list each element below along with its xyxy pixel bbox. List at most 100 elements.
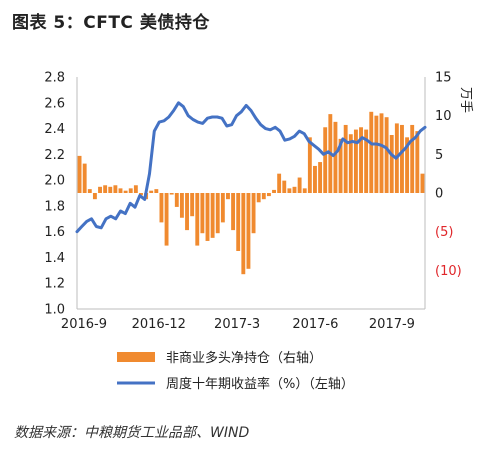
bar: [205, 193, 210, 241]
left-tick-label: 2.4: [44, 122, 65, 137]
bar: [333, 121, 338, 193]
bar: [103, 185, 108, 193]
bar: [343, 124, 348, 193]
left-axis-ticks: 1.0 1.2 1.4 1.6 1.8 2.0 2.2 2.4 2.6 2.8: [44, 71, 65, 318]
right-axis-title: 万手: [458, 87, 473, 113]
bar: [415, 131, 420, 193]
bar: [323, 127, 328, 193]
x-tick-label: 2017-6: [292, 317, 338, 332]
bar: [195, 193, 200, 246]
bar: [231, 193, 236, 231]
source-note: 数据来源：中粮期货工业品部、WIND: [14, 425, 250, 441]
right-axis-ticks: 15 10 5 0 (5) (10): [435, 71, 462, 279]
bar: [123, 190, 128, 193]
x-axis-ticks: 2016-9 2016-12 2017-3 2017-6 2017-9: [61, 317, 415, 332]
bar: [266, 193, 271, 197]
bar: [353, 129, 358, 193]
bar: [82, 163, 87, 193]
bar: [379, 113, 384, 193]
bar: [410, 124, 415, 193]
bar: [420, 173, 425, 193]
bar: [200, 193, 205, 234]
bar: [98, 186, 102, 193]
line-series: [75, 101, 427, 234]
bar: [256, 193, 261, 203]
left-tick-label: 1.8: [44, 199, 65, 214]
bar: [174, 193, 179, 207]
x-tick-label: 2017-3: [214, 317, 260, 332]
bar: [292, 186, 297, 193]
bar: [159, 193, 164, 223]
bar: [251, 193, 256, 234]
right-tick-label: 10: [435, 109, 452, 124]
plot-frame: [76, 77, 426, 310]
bar: [108, 186, 113, 193]
bar: [359, 127, 363, 193]
legend-line-label: 周度十年期收益率（%）（左轴）: [166, 376, 354, 392]
left-tick-label: 2.8: [44, 71, 65, 86]
figure-title: 图表 5：CFTC 美债持仓: [12, 13, 210, 33]
bar: [169, 193, 174, 195]
left-tick-label: 1.6: [44, 225, 65, 240]
bar: [261, 193, 266, 200]
bar: [128, 188, 133, 193]
bar: [313, 165, 317, 193]
legend-bar-label: 非商业多头净持仓（右轴）: [166, 350, 322, 366]
bar: [133, 185, 138, 193]
right-tick-label: 5: [435, 148, 443, 163]
bar: [113, 185, 118, 193]
bar: [384, 117, 389, 193]
bar: [272, 189, 276, 193]
left-tick-label: 2.0: [44, 174, 65, 189]
bar: [77, 155, 82, 193]
legend: 非商业多头净持仓（右轴） 周度十年期收益率（%）（左轴）: [117, 350, 354, 392]
bar: [139, 193, 143, 196]
bar: [215, 193, 220, 234]
bar: [400, 124, 404, 193]
bar-series: [77, 111, 425, 275]
bar: [246, 193, 251, 269]
right-tick-label: (10): [435, 264, 462, 279]
bar: [282, 180, 287, 193]
right-tick-label: (5): [435, 225, 453, 240]
bar: [149, 190, 154, 193]
bar: [92, 193, 97, 200]
bar: [164, 193, 169, 246]
left-tick-label: 2.6: [44, 96, 65, 111]
bar: [190, 193, 195, 217]
left-tick-label: 2.2: [44, 148, 65, 163]
bar: [277, 173, 282, 193]
left-tick-label: 1.2: [44, 277, 65, 292]
bar: [87, 189, 92, 193]
bar: [338, 138, 343, 193]
right-axis-label: 万手: [458, 87, 473, 113]
bar: [364, 129, 369, 193]
bar: [369, 111, 374, 193]
bar: [179, 193, 184, 218]
bar: [374, 115, 379, 193]
bar: [185, 193, 189, 231]
bar: [287, 188, 292, 193]
bar: [405, 137, 410, 193]
bar: [226, 193, 230, 200]
right-tick-label: 0: [435, 187, 443, 202]
bar: [220, 193, 225, 223]
bar: [307, 137, 312, 193]
bar: [210, 193, 215, 238]
bar: [236, 193, 241, 251]
bar: [348, 134, 353, 193]
yield-line: [75, 101, 427, 234]
bar: [302, 188, 307, 193]
x-tick-label: 2016-9: [61, 317, 107, 332]
x-tick-label: 2016-12: [132, 317, 186, 332]
bar: [318, 162, 323, 193]
left-tick-label: 1.4: [44, 251, 65, 266]
bar: [241, 193, 246, 275]
left-tick-label: 1.0: [44, 303, 65, 318]
x-tick-label: 2017-9: [369, 317, 415, 332]
bar: [297, 177, 302, 193]
bar: [154, 189, 159, 193]
legend-bar-swatch: [117, 352, 155, 362]
bar: [118, 188, 123, 193]
